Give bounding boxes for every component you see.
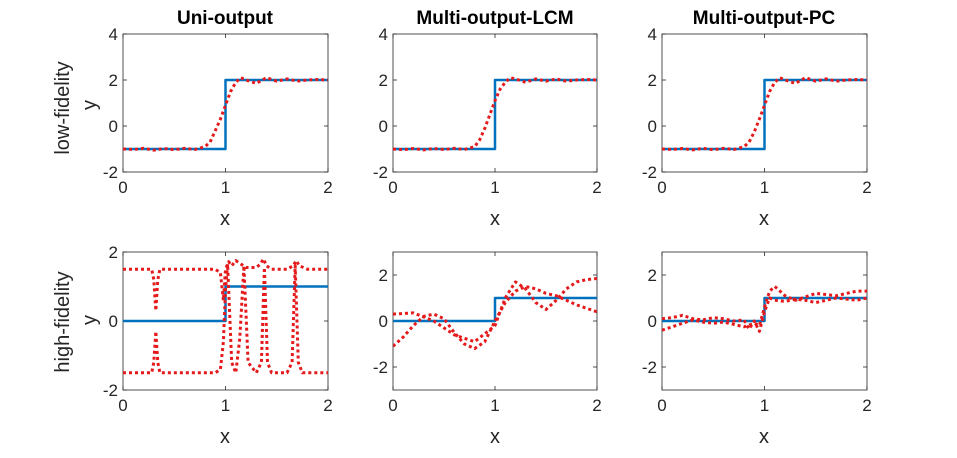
panel-4-ytick-label: 0 (379, 312, 388, 331)
panel-2-ytick-label: 4 (648, 25, 657, 44)
panel-0-ylabel: y (79, 100, 101, 110)
panel-5-xtick-label: 2 (862, 396, 871, 415)
panel-title-multi-output-lcm: Multi-output-LCM (416, 8, 573, 29)
panel-1-xtick-label: 1 (490, 178, 499, 197)
panel-3-xtick-label: 0 (118, 396, 127, 415)
panel-title-uni-output: Uni-output (177, 8, 274, 29)
panel-3-ytick-label: 0 (109, 312, 118, 331)
panel-3-series-true (123, 285, 328, 323)
panel-2-ytick-label: 2 (648, 71, 657, 90)
panel-2-series-prediction (662, 76, 867, 152)
row-label-low-fidelity: low-fidelity (52, 61, 74, 154)
panel-1-series-prediction (393, 76, 597, 152)
panel-4-ytick-label: 2 (379, 266, 388, 285)
panel-4-ytick-label: -2 (373, 358, 388, 377)
panel-0-ytick-label: 4 (109, 25, 118, 44)
panel-2-ytick-label: 0 (648, 117, 657, 136)
panel-2-series-true (662, 78, 867, 151)
panel-4-series-group (393, 277, 597, 351)
panel-1-ytick-label: 2 (379, 71, 388, 90)
panel-1-ytick-label: 4 (379, 25, 388, 44)
panel-4-series-bound-1 (393, 277, 597, 344)
row-label-high-fidelity: high-fidelity (52, 271, 74, 372)
panel-5-series-group (662, 285, 867, 333)
panel-5-xtick-label: 0 (657, 396, 666, 415)
panel-3-ylabel: y (79, 315, 101, 325)
panel-1-ytick-label: 0 (379, 117, 388, 136)
panel-2-xtick-label: 2 (862, 178, 871, 197)
panel-2-series-group (662, 76, 867, 152)
panel-3-series-group (123, 257, 328, 375)
panel-4-xlabel: x (490, 426, 500, 448)
panel-3-xtick-label: 1 (221, 396, 230, 415)
panel-4-xtick-label: 1 (490, 396, 499, 415)
panel-1-series-group (393, 76, 597, 152)
panel-0-ytick-label: -2 (103, 163, 118, 182)
panel-1-ytick-label: -2 (373, 163, 388, 182)
panel-3-ytick-label: 2 (109, 243, 118, 262)
panel-0-ytick-label: 2 (109, 71, 118, 90)
panel-0-series-prediction (123, 76, 328, 152)
panel-multi-output-pc-high-fidelity: 0 1 2-202 (642, 251, 872, 415)
panel-4-xtick-label: 0 (388, 396, 397, 415)
panel-3-ytick-label: -2 (103, 381, 118, 400)
panel-0-xtick-label: 1 (221, 178, 230, 197)
panel-5-series-bound-1 (662, 285, 867, 332)
panel-1-xtick-label: 0 (388, 178, 397, 197)
panel-3-xlabel: x (220, 426, 230, 448)
panel-2-ytick-label: -2 (642, 163, 657, 182)
panel-3-series-lower-bound (123, 262, 328, 375)
panel-0-xtick-label: 2 (323, 178, 332, 197)
panel-2-xtick-label: 1 (760, 178, 769, 197)
panel-0-ytick-label: 0 (109, 117, 118, 136)
panel-1-series-true (393, 78, 597, 151)
panel-multi-output-lcm-high-fidelity: 0 1 2-202 (373, 251, 602, 415)
panel-1-xtick-label: 2 (592, 178, 601, 197)
panel-0-series-true (123, 78, 328, 151)
panel-5-xtick-label: 1 (760, 396, 769, 415)
panel-2-xtick-label: 0 (657, 178, 666, 197)
panel-uni-output-high-fidelity: 0 1 2-202 (103, 243, 333, 415)
panel-title-multi-output-pc: Multi-output-PC (693, 8, 836, 29)
panel-5-xlabel: x (759, 426, 769, 448)
panel-5-ytick-label: 2 (648, 266, 657, 285)
panel-5-ytick-label: 0 (648, 312, 657, 331)
panel-4-series-bound-2 (393, 285, 597, 351)
panel-5-series-true (662, 296, 867, 323)
panel-5-ytick-label: -2 (642, 358, 657, 377)
panel-4-xtick-label: 2 (592, 396, 601, 415)
panel-2-xlabel: x (759, 208, 769, 230)
panel-0-xtick-label: 0 (118, 178, 127, 197)
panel-1-xlabel: x (490, 208, 500, 230)
panel-0-series-group (123, 76, 328, 152)
panel-0-xlabel: x (220, 208, 230, 230)
panel-3-xtick-label: 2 (323, 396, 332, 415)
panel-3-series-upper-bound (123, 257, 328, 313)
